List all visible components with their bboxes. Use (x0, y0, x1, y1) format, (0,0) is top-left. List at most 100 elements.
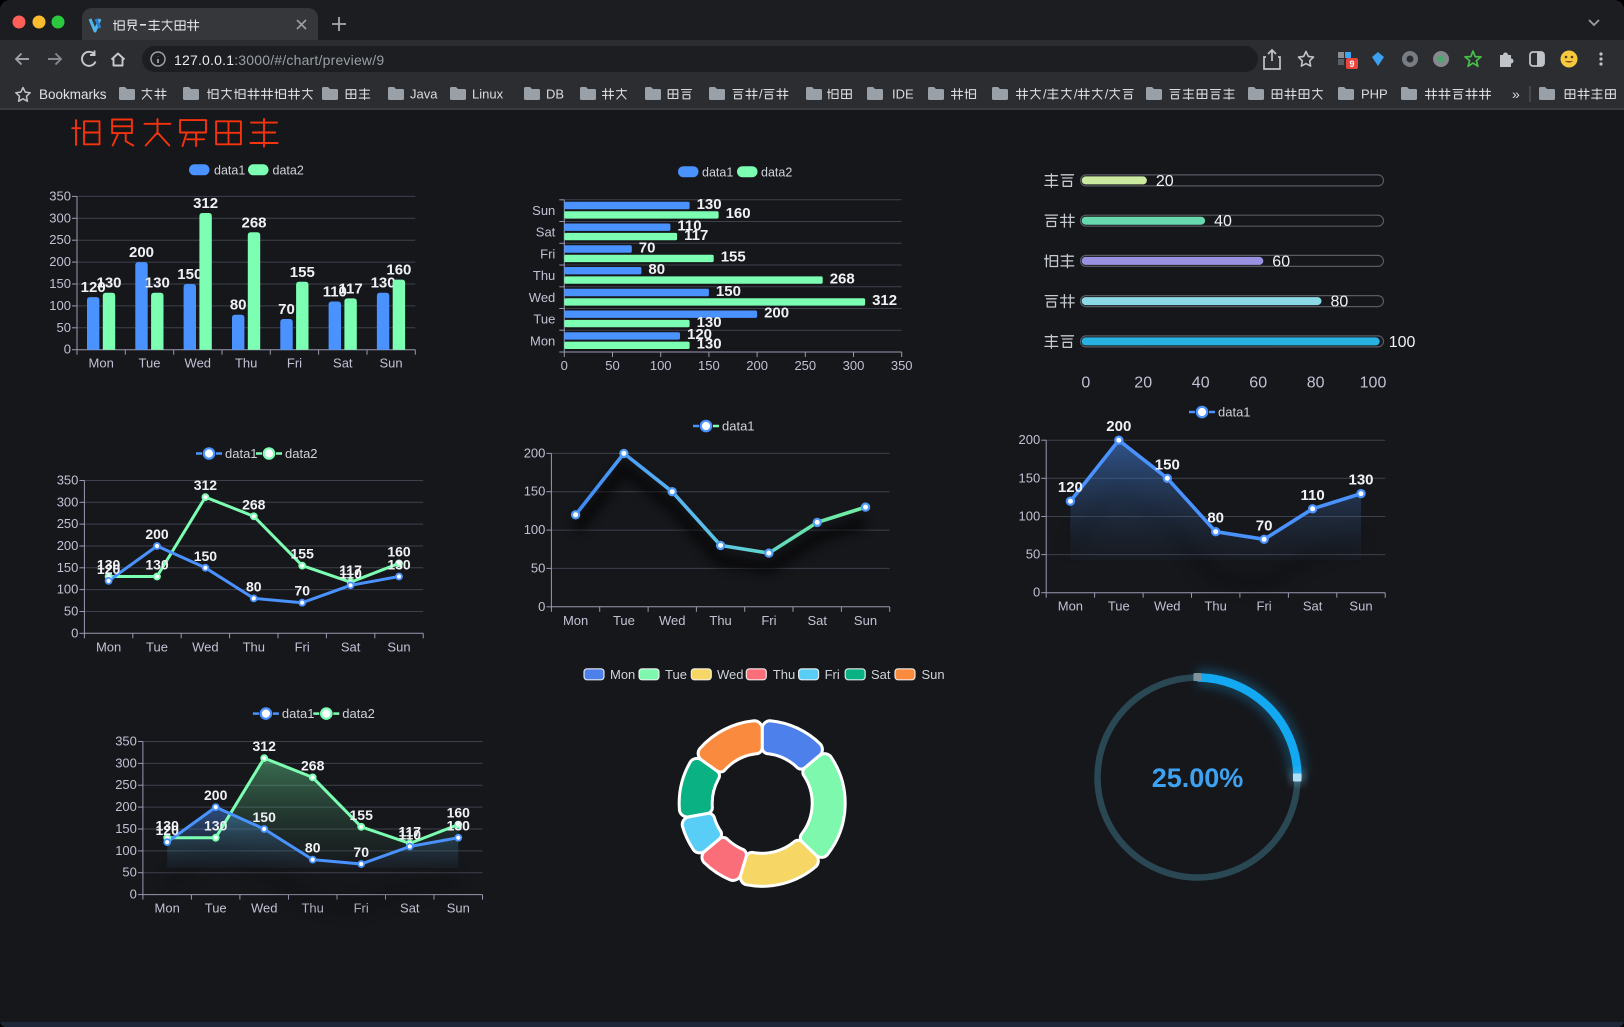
svg-text:268: 268 (242, 496, 266, 512)
svg-text:150: 150 (716, 283, 741, 300)
svg-text:Tue: Tue (533, 312, 555, 327)
svg-text:Wed: Wed (251, 901, 278, 916)
svg-text:50: 50 (605, 358, 619, 373)
svg-text:70: 70 (639, 239, 656, 256)
svg-text:0: 0 (71, 625, 78, 640)
svg-text:80: 80 (230, 297, 247, 314)
svg-text:Tue: Tue (665, 667, 687, 682)
svg-text:data2: data2 (342, 706, 375, 721)
svg-text:200: 200 (524, 445, 546, 460)
svg-text:0: 0 (64, 342, 71, 357)
svg-text:150: 150 (57, 560, 79, 575)
svg-text:70: 70 (294, 583, 310, 599)
svg-text:Tue: Tue (139, 356, 161, 371)
svg-text:160: 160 (387, 543, 411, 559)
svg-text:130: 130 (697, 336, 722, 353)
svg-text:130: 130 (156, 818, 180, 834)
svg-text:Mon: Mon (155, 901, 180, 916)
svg-text:DB: DB (546, 87, 564, 102)
svg-text:150: 150 (698, 358, 720, 373)
svg-text:200: 200 (57, 538, 79, 553)
svg-text:250: 250 (794, 358, 816, 373)
svg-text:Mon: Mon (530, 333, 555, 348)
svg-text:Sun: Sun (447, 901, 470, 916)
svg-text:70: 70 (1256, 517, 1273, 534)
svg-text:110: 110 (323, 284, 347, 301)
svg-text:100: 100 (57, 582, 79, 597)
svg-text:50: 50 (1026, 547, 1040, 562)
svg-text:Sat: Sat (536, 225, 556, 240)
svg-text:Sun: Sun (380, 356, 403, 371)
svg-text:200: 200 (115, 799, 137, 814)
svg-text:Tue: Tue (613, 613, 635, 628)
svg-text:80: 80 (305, 840, 321, 856)
svg-text:155: 155 (721, 249, 746, 266)
svg-text:IDE: IDE (892, 87, 914, 102)
svg-text:Sat: Sat (341, 639, 361, 654)
svg-text:200: 200 (129, 244, 154, 261)
svg-text:0: 0 (1081, 375, 1090, 392)
svg-text:130: 130 (371, 275, 396, 292)
svg-text:Mon: Mon (89, 356, 114, 371)
svg-text:110: 110 (339, 565, 362, 581)
svg-text:110: 110 (1300, 487, 1324, 504)
svg-text:350: 350 (49, 188, 71, 203)
svg-text:117: 117 (399, 823, 422, 839)
svg-text:130: 130 (204, 818, 228, 834)
svg-text:Mon: Mon (1058, 599, 1083, 614)
svg-text:120: 120 (156, 822, 180, 838)
svg-text:Tue: Tue (1108, 599, 1130, 614)
svg-text:9: 9 (1349, 59, 1354, 69)
svg-text:/: / (1043, 87, 1047, 102)
svg-text:150: 150 (177, 266, 202, 283)
svg-text:20: 20 (1156, 173, 1174, 190)
svg-text:155: 155 (350, 807, 374, 823)
svg-text:Java: Java (410, 87, 438, 102)
svg-text:Wed: Wed (529, 290, 556, 305)
svg-text:Wed: Wed (185, 356, 212, 371)
svg-text:160: 160 (726, 205, 751, 222)
svg-text:Thu: Thu (1204, 599, 1226, 614)
svg-text:60: 60 (1249, 375, 1267, 392)
svg-text:150: 150 (524, 484, 546, 499)
svg-text:268: 268 (301, 757, 325, 773)
svg-text:/: / (1105, 87, 1109, 102)
svg-text:50: 50 (64, 604, 78, 619)
svg-text:25.00%: 25.00% (1152, 763, 1244, 793)
svg-text:130: 130 (96, 275, 121, 292)
svg-text:data2: data2 (285, 446, 318, 461)
svg-text:100: 100 (524, 522, 546, 537)
svg-text:Wed: Wed (1154, 599, 1181, 614)
svg-text:350: 350 (115, 734, 137, 749)
svg-text:/: / (1074, 87, 1078, 102)
svg-text:250: 250 (115, 777, 137, 792)
svg-text:Bookmarks: Bookmarks (39, 87, 107, 102)
svg-text:0: 0 (1033, 585, 1040, 600)
svg-text:300: 300 (115, 755, 137, 770)
svg-text:250: 250 (57, 516, 79, 531)
svg-text:Thu: Thu (243, 639, 265, 654)
svg-text:Thu: Thu (235, 356, 257, 371)
svg-text:Mon: Mon (563, 613, 588, 628)
svg-text:80: 80 (1307, 375, 1325, 392)
svg-text:80: 80 (648, 261, 665, 278)
svg-text:150: 150 (1155, 456, 1180, 473)
svg-text:130: 130 (1348, 472, 1373, 489)
svg-text:130: 130 (97, 557, 121, 573)
svg-text:Fri: Fri (540, 246, 555, 261)
svg-text:Mon: Mon (96, 639, 121, 654)
svg-text:120: 120 (97, 561, 121, 577)
svg-text:Fri: Fri (761, 613, 776, 628)
svg-text:PHP: PHP (1361, 87, 1388, 102)
svg-text:150: 150 (49, 276, 71, 291)
svg-text:160: 160 (386, 262, 411, 279)
svg-text:Thu: Thu (709, 613, 731, 628)
svg-text:150: 150 (1018, 470, 1040, 485)
svg-text:Sun: Sun (387, 639, 410, 654)
svg-text:0: 0 (538, 599, 545, 614)
svg-text:Fri: Fri (825, 667, 840, 682)
svg-text:100: 100 (1389, 334, 1416, 351)
svg-text:312: 312 (872, 292, 897, 309)
svg-text:Mon: Mon (610, 667, 635, 682)
svg-text:200: 200 (746, 358, 768, 373)
